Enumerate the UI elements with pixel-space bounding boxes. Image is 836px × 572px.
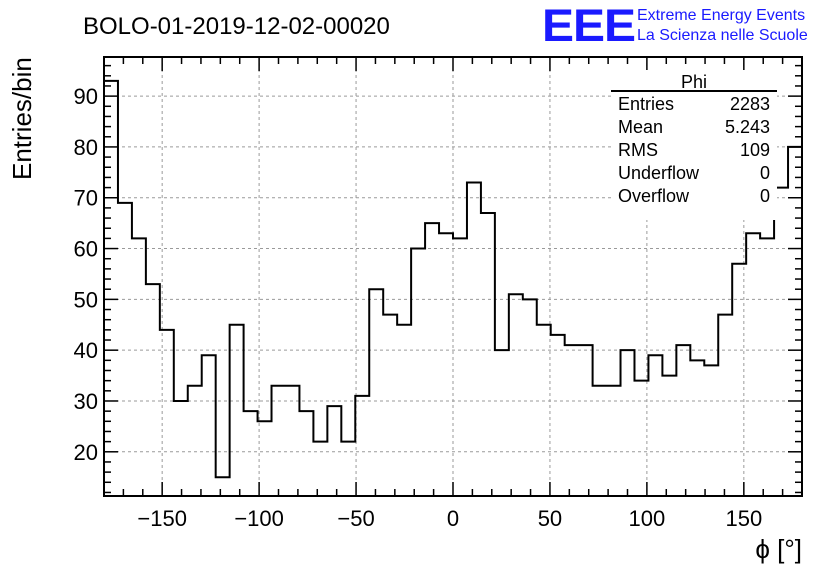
histogram-bin (244, 411, 258, 496)
y-tick-label: 80 (74, 135, 98, 160)
histogram-bin (132, 238, 146, 496)
histogram-bin (146, 284, 160, 496)
histogram-bin (188, 386, 202, 496)
y-tick-label: 40 (74, 338, 98, 363)
histogram-bin (369, 289, 383, 496)
logo-mark: EEE (542, 0, 635, 51)
histogram-bin (481, 213, 495, 496)
histogram-bin (662, 376, 676, 496)
histogram-bin (174, 401, 188, 496)
y-tick-label: 70 (74, 186, 98, 211)
histogram-bin (509, 294, 523, 496)
y-tick-label: 90 (74, 84, 98, 109)
histogram-bin (551, 335, 565, 496)
histogram-bin (579, 345, 593, 496)
histogram-bin (425, 223, 439, 496)
x-tick-label: −100 (234, 506, 284, 531)
y-tick-label: 30 (74, 389, 98, 414)
y-tick-label: 60 (74, 237, 98, 262)
y-tick-label: 50 (74, 287, 98, 312)
stats-row-label: Mean (618, 117, 663, 137)
histogram-bin (593, 386, 607, 496)
x-axis-label: ϕ [°] (755, 534, 802, 564)
x-tick-label: −50 (337, 506, 374, 531)
histogram-bin (676, 345, 690, 496)
chart-title: BOLO-01-2019-12-02-00020 (83, 13, 390, 40)
histogram-bin (272, 386, 286, 496)
histogram-bin (104, 81, 118, 496)
x-tick-label: 100 (629, 506, 666, 531)
stats-row-value: 109 (740, 140, 770, 160)
histogram-bin (383, 315, 397, 496)
histogram-bin (467, 183, 481, 496)
histogram-bin (634, 381, 648, 496)
histogram-bin (397, 325, 411, 496)
y-axis-label: Entries/bin (7, 57, 37, 180)
logo-line1: Extreme Energy Events (637, 7, 805, 24)
histogram-bin (621, 350, 635, 496)
stats-row-label: Underflow (618, 163, 700, 183)
axes (103, 56, 803, 497)
y-tick-label: 20 (74, 440, 98, 465)
stats-title: Phi (681, 72, 707, 92)
histogram-bin (788, 147, 802, 496)
tick-labels: −150 −100 −50 0 50 100 150 20 30 40 50 60 70 80 90 (74, 84, 763, 531)
histogram-bin (760, 238, 774, 496)
histogram-bin (774, 188, 788, 496)
stats-row-label: RMS (618, 140, 658, 160)
histogram-bin (523, 299, 537, 496)
histogram-bin (732, 264, 746, 496)
x-tick-label: 150 (725, 506, 762, 531)
stats-row-value: 5.243 (725, 117, 770, 137)
histogram-bin (411, 249, 425, 496)
histogram-bin (313, 442, 327, 496)
histogram-step-line (103, 79, 802, 496)
histogram-bin (202, 355, 216, 496)
stats-rows: Entries 2283 Mean 5.243 RMS 109 Underflow 0 Over… (618, 94, 770, 206)
histogram-bin (285, 386, 299, 496)
stats-row-value: 0 (760, 163, 770, 183)
histogram-series (103, 79, 802, 496)
histogram-bin (355, 396, 369, 496)
histogram-bin (648, 355, 662, 496)
histogram-bin (690, 360, 704, 496)
x-tick-label: −150 (137, 506, 187, 531)
logo-line2: La Scienza nelle Scuole (637, 27, 808, 44)
histogram-bin (216, 477, 230, 496)
eee-logo: EEE Extreme Energy Events La Scienza nel… (542, 0, 808, 51)
x-tick-label: 0 (447, 506, 459, 531)
histogram-bin (718, 315, 732, 496)
histogram-bin (453, 238, 467, 496)
histogram-bin (341, 442, 355, 496)
stats-row-value: 2283 (730, 94, 770, 114)
histogram-bin (230, 325, 244, 496)
histogram-bin (327, 406, 341, 496)
histogram-bin (607, 386, 621, 496)
stats-row-label: Overflow (618, 186, 690, 206)
histogram-bin (299, 411, 313, 496)
histogram-bin (704, 365, 718, 496)
histogram-bin (118, 203, 132, 496)
histogram-bin (746, 233, 760, 496)
x-tick-label: 50 (538, 506, 562, 531)
histogram-bin (537, 325, 551, 496)
histogram-bin (160, 330, 174, 496)
stats-row-label: Entries (618, 94, 674, 114)
stats-row-value: 0 (760, 186, 770, 206)
histogram-bin (565, 345, 579, 496)
stats-box: Phi Entries 2283 Mean 5.243 RMS 109 Underflow 0… (611, 70, 777, 220)
histogram-bin (439, 233, 453, 496)
histogram-bin (495, 350, 509, 496)
